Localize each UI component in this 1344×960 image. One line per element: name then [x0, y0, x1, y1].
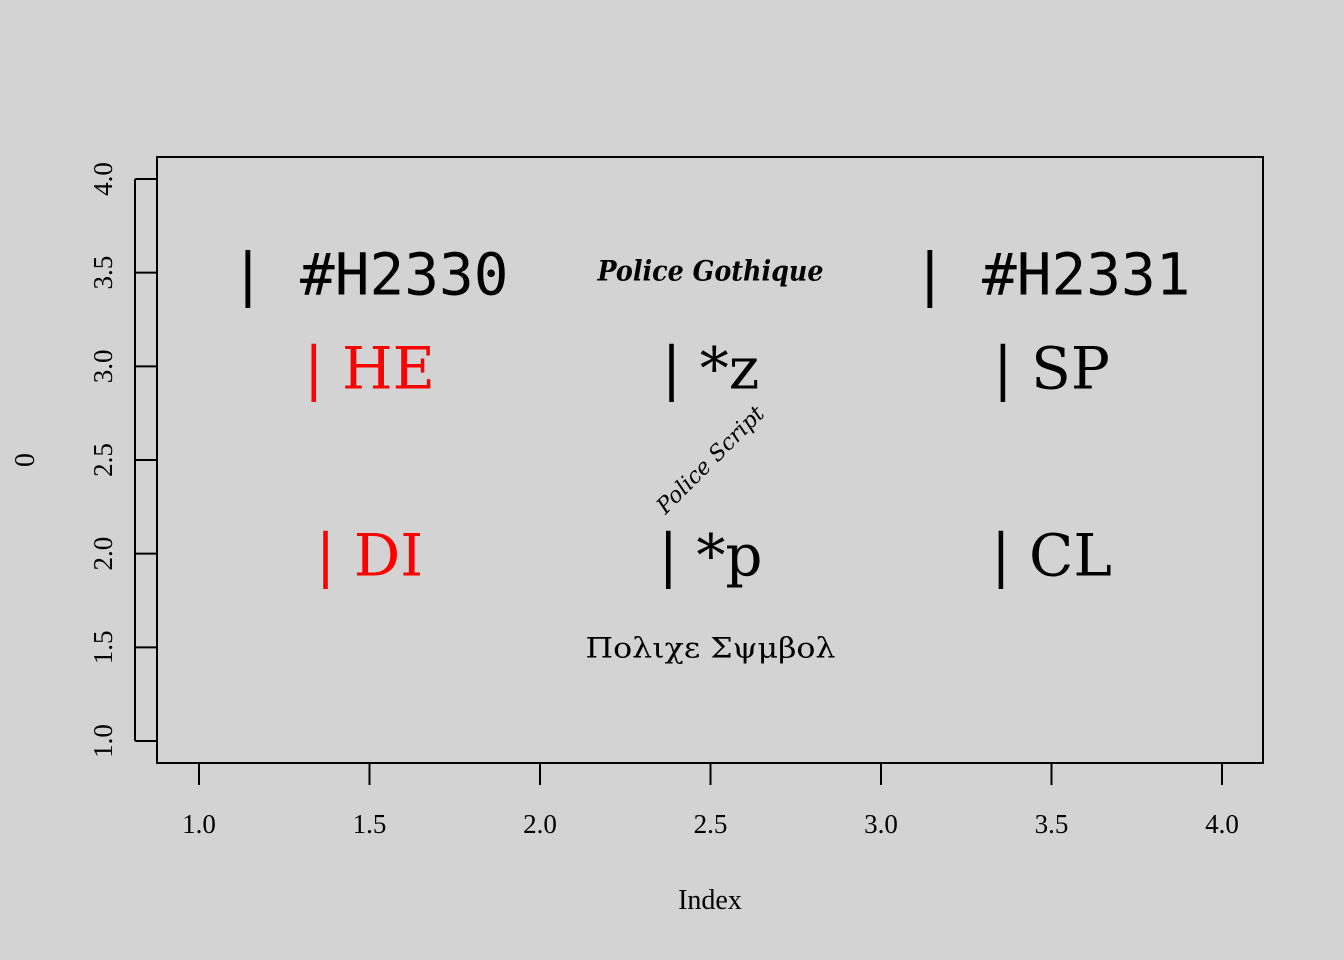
x-tick-label: 1.0: [182, 809, 216, 839]
x-tick-label: 1.5: [353, 809, 387, 839]
text-mark: | CL: [991, 522, 1112, 590]
x-tick-label: 2.5: [694, 809, 728, 839]
y-tick-label: 4.0: [88, 162, 118, 196]
x-tick-label: 4.0: [1205, 809, 1239, 839]
text-mark: | SP: [993, 334, 1110, 402]
y-tick-label: 2.0: [88, 537, 118, 571]
text-mark-hershey: | #H2331: [913, 241, 1191, 309]
text-mark-gothic: Police Gothique: [597, 255, 824, 288]
y-tick-label: 3.0: [88, 349, 118, 383]
text-mark: | DI: [316, 522, 423, 590]
y-axis-label: 0: [10, 453, 41, 467]
text-mark: | *p: [658, 522, 762, 590]
text-labels-layer: | #H2330 Police Gothique | #H2331 | HE | *z |…: [231, 241, 1191, 665]
x-tick-label: 3.0: [864, 809, 898, 839]
x-axis-label: Index: [678, 885, 742, 916]
y-tick-label: 3.5: [88, 256, 118, 290]
y-tick-label: 2.5: [88, 443, 118, 477]
text-mark: | HE: [304, 334, 435, 402]
x-tick-label: 2.0: [523, 809, 557, 839]
x-tick-label: 3.5: [1035, 809, 1069, 839]
x-axis: 1.0 1.5 2.0 2.5 3.0 3.5 4.0: [182, 762, 1239, 839]
text-mark: | *z: [662, 334, 760, 402]
y-axis: 1.0 1.5 2.0 2.5 3.0 3.5 4.0: [88, 162, 157, 758]
text-mark-hershey: | #H2330: [231, 241, 509, 309]
y-tick-label: 1.0: [88, 724, 118, 758]
y-tick-label: 1.5: [88, 630, 118, 664]
text-mark-symbol: Πολιχε Σψμβολ: [586, 631, 836, 664]
